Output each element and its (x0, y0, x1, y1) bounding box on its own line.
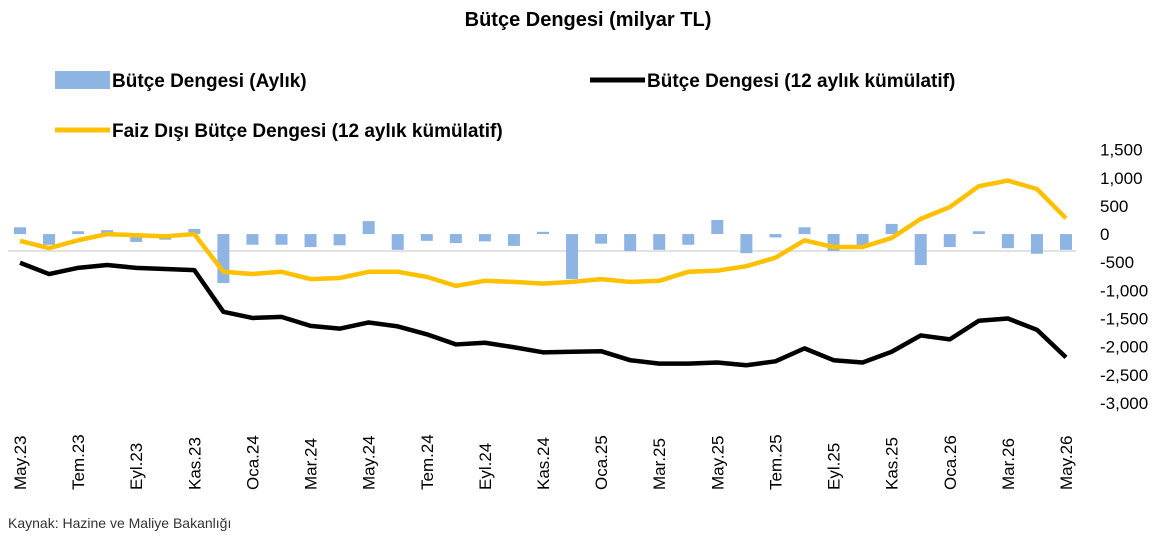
y-tick-label: -500 (1100, 253, 1134, 272)
x-tick-label: Tem.25 (766, 434, 785, 490)
bar (972, 231, 985, 235)
bar (275, 234, 288, 245)
chart-title: Bütçe Dengesi (milyar TL) (465, 9, 712, 31)
x-tick-label: May.26 (1057, 436, 1076, 491)
bar (711, 219, 724, 235)
x-tick-label: Kas.25 (883, 437, 902, 490)
y-tick-label: -1,500 (1100, 310, 1148, 329)
bar (740, 234, 753, 254)
legend-label: Bütçe Dengesi (Aylık) (112, 71, 307, 92)
bar (943, 234, 956, 248)
bar (856, 234, 869, 246)
line (19, 178, 1068, 289)
x-tick-label: Eyl.25 (825, 443, 844, 490)
bar (537, 231, 549, 235)
bar (769, 234, 782, 238)
bar (188, 228, 201, 235)
bar (72, 231, 85, 235)
bar (14, 227, 26, 235)
bar (449, 234, 462, 244)
x-tick-label: Mar.26 (999, 438, 1018, 490)
y-tick-label: -2,000 (1100, 338, 1148, 357)
x-tick-label: Tem.23 (69, 434, 88, 490)
bar (246, 234, 259, 245)
x-tick-label: Kas.23 (185, 437, 204, 490)
bar (595, 234, 608, 244)
y-tick-label: 1,000 (1100, 169, 1143, 188)
y-tick-label: -1,000 (1100, 281, 1148, 300)
y-tick-label: 0 (1100, 225, 1109, 244)
x-tick-label: May.25 (708, 436, 727, 491)
x-tick-label: Eyl.23 (127, 443, 146, 490)
legend-label: Bütçe Dengesi (12 aylık kümülatif) (647, 71, 955, 92)
bar (304, 234, 317, 248)
y-tick-label: 1,500 (1100, 141, 1143, 160)
bar (333, 234, 346, 246)
x-tick-label: Eyl.24 (476, 443, 495, 490)
bar (1030, 234, 1043, 254)
x-tick-label: Tem.24 (418, 434, 437, 490)
bar (914, 234, 927, 266)
bar (130, 234, 143, 242)
bar (624, 234, 637, 251)
x-tick-label: Oca.24 (243, 435, 262, 490)
bar (43, 234, 56, 245)
x-tick-label: Kas.24 (534, 437, 553, 490)
bar (566, 234, 579, 280)
bar (420, 234, 433, 241)
bar (653, 234, 666, 250)
y-tick-label: 500 (1100, 197, 1128, 216)
x-tick-label: May.23 (11, 436, 30, 491)
bar (1001, 234, 1014, 249)
bar (391, 234, 404, 250)
y-tick-label: -3,000 (1100, 394, 1148, 413)
x-tick-label: Oca.25 (592, 435, 611, 490)
x-tick-label: Mar.24 (302, 438, 321, 490)
bar (507, 234, 520, 246)
y-tick-label: -2,500 (1100, 366, 1148, 385)
source: Kaynak: Hazine ve Maliye Bakanlığı (8, 515, 231, 531)
x-tick-label: Oca.26 (941, 435, 960, 490)
bar (682, 234, 695, 245)
x-tick-label: May.24 (360, 436, 379, 491)
bar (1060, 234, 1072, 250)
bar (885, 223, 898, 235)
legend-label: Faiz Dışı Bütçe Dengesi (12 aylık kümüla… (112, 121, 503, 142)
line (19, 260, 1068, 368)
legend-swatch (55, 71, 110, 89)
bar (217, 234, 230, 284)
bar (478, 234, 491, 242)
bar (362, 221, 375, 235)
x-tick-label: Mar.25 (650, 438, 669, 490)
bar (798, 227, 811, 235)
